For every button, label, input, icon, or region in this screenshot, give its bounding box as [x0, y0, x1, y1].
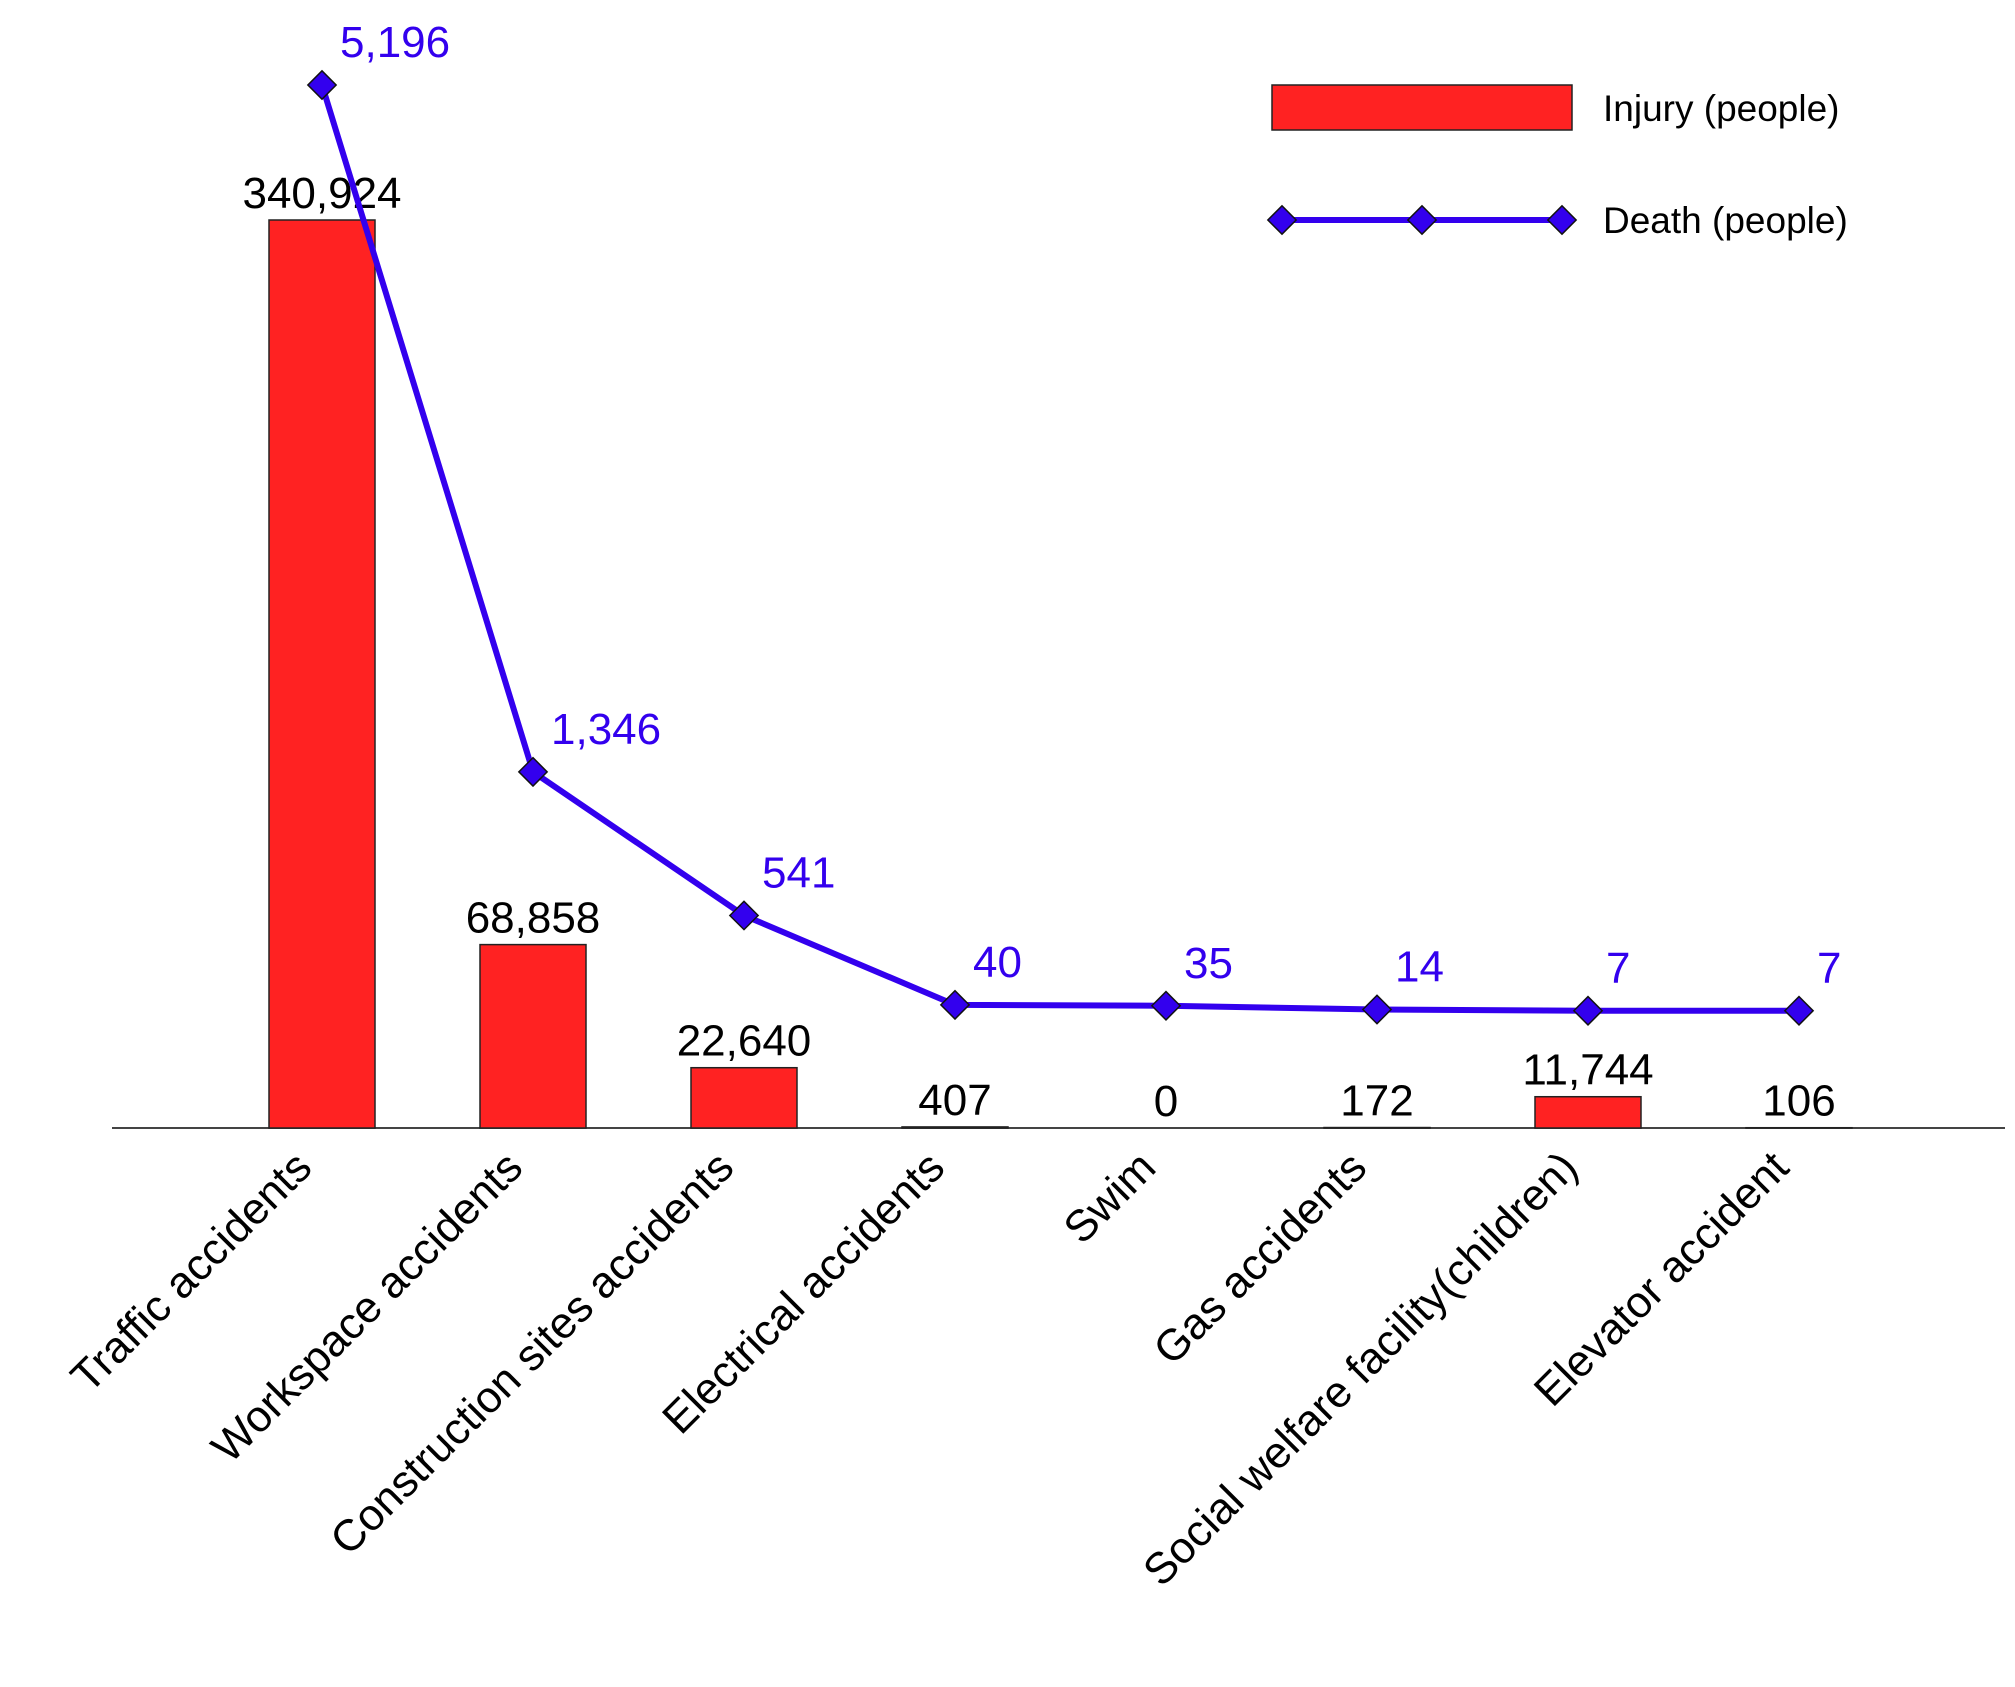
death-marker	[1150, 990, 1182, 1021]
death-value-label: 40	[973, 938, 1022, 987]
death-value-label: 35	[1184, 939, 1233, 988]
death-marker	[517, 756, 549, 788]
legend: Injury (people) Death (people)	[1266, 84, 1848, 241]
injury-value-label: 172	[1340, 1077, 1413, 1126]
legend-death-marker-2	[1406, 204, 1438, 236]
category-label: Construction sites accidents	[321, 1142, 743, 1564]
injury-bar	[690, 1066, 798, 1129]
death-series	[306, 69, 1815, 1026]
injury-value-label: 340,924	[242, 169, 401, 218]
death-value-label: 5,196	[340, 18, 450, 67]
injury-value-label: 0	[1154, 1077, 1178, 1126]
injury-bar	[479, 943, 587, 1129]
legend-death-marker-1	[1266, 204, 1298, 236]
death-value-label: 14	[1395, 943, 1444, 992]
death-marker	[728, 900, 760, 931]
injury-value-label: 106	[1762, 1077, 1835, 1126]
legend-injury-label: Injury (people)	[1603, 88, 1840, 129]
death-line	[319, 84, 1799, 1014]
category-label: Gas accidents	[1144, 1142, 1376, 1374]
legend-death-label: Death (people)	[1603, 200, 1848, 241]
death-value-label: 7	[1817, 944, 1841, 993]
death-value-labels: 5,196 1,346 541 40 35 14 7 7	[340, 18, 1841, 993]
injury-bars	[268, 219, 1853, 1129]
injury-bar	[901, 1126, 1009, 1129]
injury-bar	[268, 219, 376, 1129]
injury-value-label: 407	[918, 1076, 991, 1125]
legend-injury-swatch	[1271, 84, 1573, 131]
death-marker	[306, 69, 338, 101]
category-label: Social welfare facility(children)	[1134, 1142, 1587, 1595]
death-marker	[1783, 995, 1815, 1026]
death-marker	[1572, 995, 1604, 1026]
death-value-label: 1,346	[551, 705, 661, 754]
death-value-label: 7	[1606, 944, 1630, 993]
injury-value-label: 22,640	[677, 1017, 812, 1066]
death-value-label: 541	[762, 848, 835, 897]
injury-value-label: 68,858	[466, 894, 601, 943]
injury-bar	[1534, 1095, 1642, 1129]
death-marker	[1361, 994, 1393, 1025]
legend-death-marker-3	[1546, 204, 1578, 236]
category-label: Swim	[1054, 1142, 1165, 1253]
death-marker	[939, 989, 971, 1021]
injury-value-label: 11,744	[1522, 1046, 1653, 1095]
